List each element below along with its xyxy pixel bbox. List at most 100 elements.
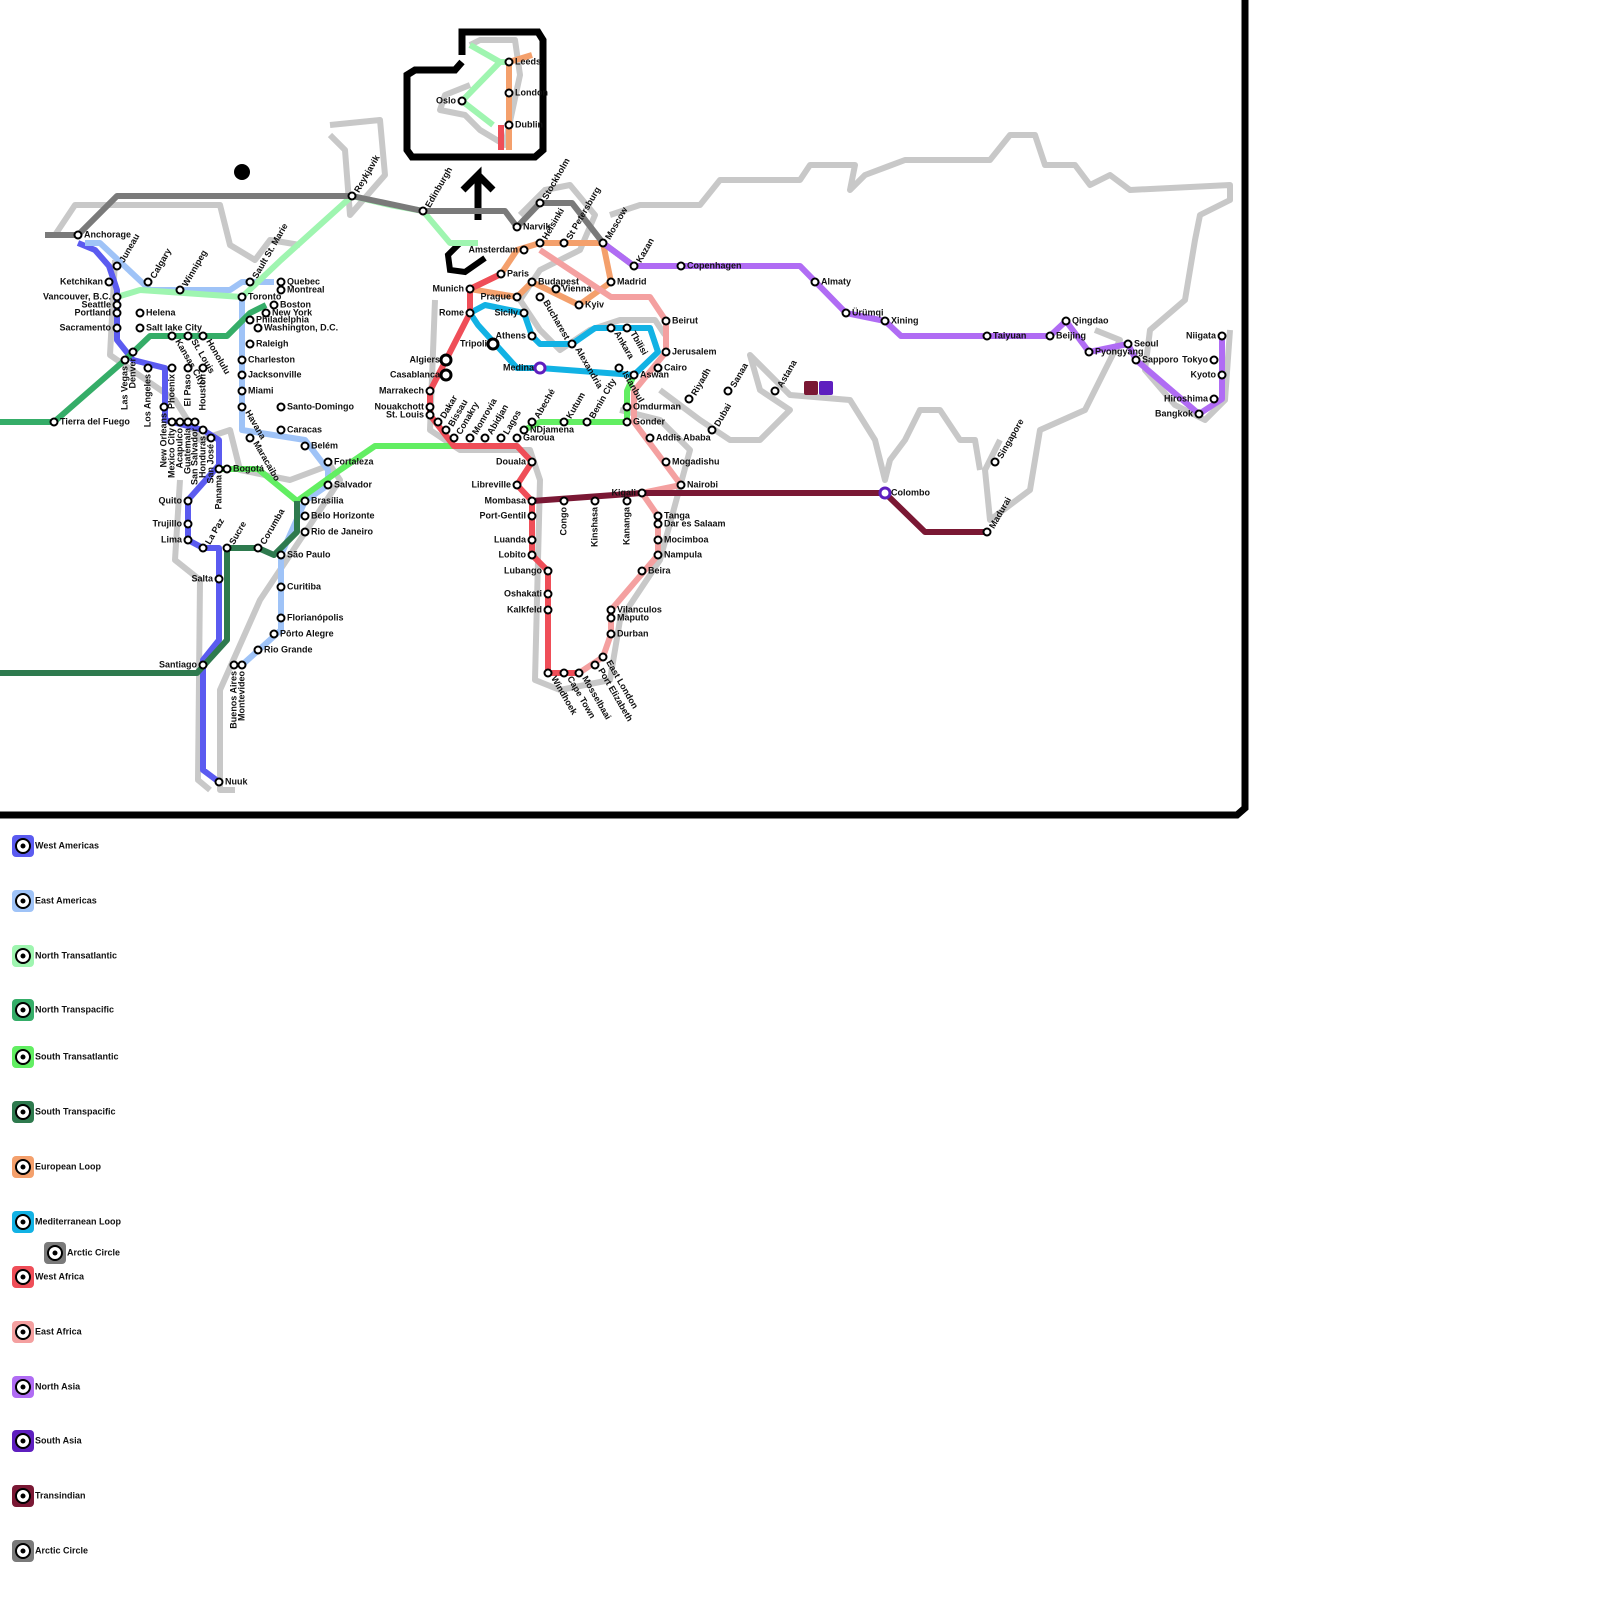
train — [819, 381, 833, 395]
station-dot — [112, 323, 122, 333]
station-dot — [214, 574, 224, 584]
legend-icon — [20, 1384, 26, 1390]
legend-label: West Africa — [35, 1271, 85, 1281]
station-label: Jerusalem — [672, 346, 717, 356]
station-label: Vienna — [562, 283, 592, 293]
station-dot — [222, 464, 232, 474]
station-dot — [175, 417, 185, 427]
station-dot — [135, 323, 145, 333]
station-label: Nairobi — [687, 479, 718, 489]
station-label: Salt lake City — [146, 322, 202, 332]
station-label: San José — [205, 444, 215, 484]
station-dot — [206, 433, 216, 443]
station-dot — [1217, 370, 1227, 380]
station-dot — [439, 368, 453, 382]
station-dot — [614, 363, 624, 373]
station-dot — [1209, 355, 1219, 365]
legend-label: Mediterranean Loop — [35, 1216, 122, 1226]
station-label: Riyadh — [689, 366, 713, 397]
station-dot — [653, 511, 663, 521]
station-dot — [214, 777, 224, 787]
station-label: Acapulco — [174, 428, 184, 469]
station-label: New York — [272, 307, 313, 317]
station-dot — [73, 230, 83, 240]
station-label: Salta — [191, 573, 214, 583]
station-dot — [653, 550, 663, 560]
station-label: Garoua — [523, 432, 556, 442]
station-dot — [261, 308, 271, 318]
legend-label: Transindian — [35, 1490, 86, 1500]
station-label: Calgary — [148, 247, 173, 281]
station-dot — [684, 394, 694, 404]
station-dot — [543, 566, 553, 576]
legend-icon — [20, 1329, 26, 1335]
station-label: Pyongyang — [1095, 346, 1144, 356]
legend-label: North Transatlantic — [35, 950, 117, 960]
station-dot — [878, 486, 892, 500]
station-dot — [425, 410, 435, 420]
station-dot — [245, 339, 255, 349]
station-dot — [606, 613, 616, 623]
station-dot — [990, 457, 1000, 467]
station-label: Qingdao — [1072, 315, 1109, 325]
station-dot — [425, 402, 435, 412]
legend-label: East Americas — [35, 895, 97, 905]
station-dot — [1209, 394, 1219, 404]
route — [45, 193, 636, 269]
station-label: Tokyo — [1182, 354, 1208, 364]
station-label: Gonder — [633, 416, 665, 426]
station-label: Kananga — [621, 506, 631, 545]
station-dot — [841, 308, 851, 318]
station-label: Santo-Domingo — [287, 401, 354, 411]
station-dot — [183, 535, 193, 545]
station-dot — [183, 496, 193, 506]
station-label: Kyoto — [1191, 369, 1217, 379]
station-label: Copenhagen — [687, 260, 742, 270]
station-dot — [574, 668, 584, 678]
station-dot — [559, 668, 569, 678]
station-label: St. Louis — [386, 409, 424, 419]
station-label: Prague — [480, 291, 511, 301]
station-dot — [229, 660, 239, 670]
station-dot — [269, 629, 279, 639]
station-label: Belo Horizonte — [311, 510, 375, 520]
station-label: Santiago — [159, 659, 198, 669]
station-dot — [653, 363, 663, 373]
station-dot — [300, 441, 310, 451]
station-label: Salvador — [334, 479, 373, 489]
station-label: Durban — [617, 628, 649, 638]
station-label: Marrakech — [379, 385, 424, 395]
station-label: Maputo — [617, 612, 649, 622]
station-label: Dar es Salaam — [664, 518, 726, 528]
station-label: Philadelphia — [256, 314, 310, 324]
station-dot — [543, 668, 553, 678]
station-dot — [512, 480, 522, 490]
station-label: Brasília — [311, 495, 345, 505]
station-dot — [323, 480, 333, 490]
station-dot — [661, 457, 671, 467]
legend-label: East Africa — [35, 1326, 83, 1336]
station-dot — [237, 370, 247, 380]
station-label: Lubango — [504, 565, 542, 575]
station-dot — [606, 277, 616, 287]
station-dot — [183, 519, 193, 529]
station-dot — [276, 285, 286, 295]
station-label: El Paso — [182, 373, 192, 406]
station-dot — [439, 353, 453, 367]
station-label: Kutum — [564, 391, 587, 421]
station-label: Guatemala — [182, 427, 192, 474]
legend-label: North Asia — [35, 1381, 81, 1391]
station-label: Mexico City — [166, 428, 176, 478]
station-dot — [551, 284, 561, 294]
station-label: Los Angeles — [142, 374, 152, 427]
station-dot — [449, 433, 459, 443]
station-label: Port-Gentil — [480, 510, 527, 520]
station-dot — [214, 464, 224, 474]
station-label: Boston — [280, 299, 311, 309]
station-label: Winnipeg — [180, 248, 209, 288]
station-dot — [237, 292, 247, 302]
station-dot — [112, 300, 122, 310]
station-dot — [723, 386, 733, 396]
station-dot — [519, 245, 529, 255]
